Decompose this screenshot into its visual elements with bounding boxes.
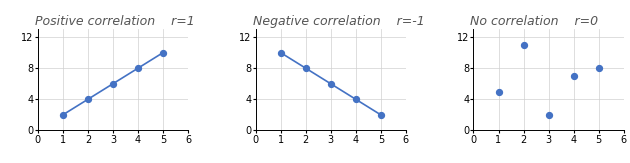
Text: No correlation    r=0: No correlation r=0	[471, 15, 598, 28]
Text: Positive correlation    r=1: Positive correlation r=1	[35, 15, 195, 28]
Point	[518, 44, 529, 46]
Point	[351, 98, 361, 101]
Point	[375, 114, 386, 116]
Point	[58, 114, 68, 116]
Point	[108, 82, 118, 85]
Point	[301, 67, 311, 69]
Point	[493, 90, 503, 93]
Point	[133, 67, 143, 69]
Point	[593, 67, 604, 69]
Point	[276, 51, 286, 54]
Point	[158, 51, 168, 54]
Point	[569, 75, 579, 77]
Text: Negative correlation    r=-1: Negative correlation r=-1	[253, 15, 425, 28]
Point	[544, 114, 554, 116]
Point	[83, 98, 93, 101]
Point	[326, 82, 336, 85]
